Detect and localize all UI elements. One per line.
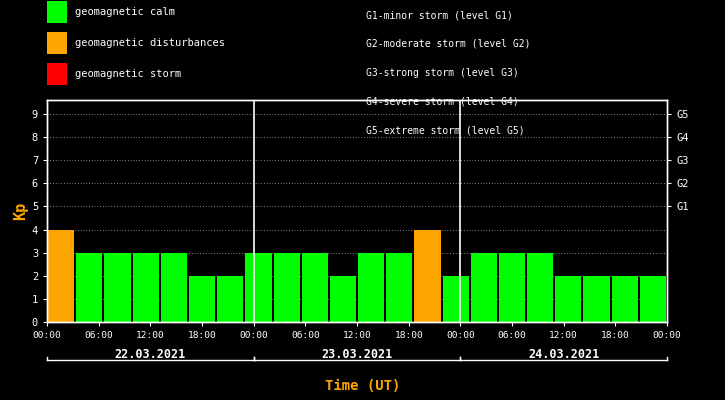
Bar xyxy=(527,253,553,322)
Y-axis label: Kp: Kp xyxy=(12,202,28,220)
Bar xyxy=(302,253,328,322)
Bar xyxy=(386,253,413,322)
Bar xyxy=(245,253,272,322)
Text: 22.03.2021: 22.03.2021 xyxy=(115,348,186,360)
Bar xyxy=(189,276,215,322)
Bar xyxy=(471,253,497,322)
Bar xyxy=(48,230,75,322)
Bar xyxy=(612,276,638,322)
Bar xyxy=(584,276,610,322)
Bar xyxy=(442,276,469,322)
Text: G3-strong storm (level G3): G3-strong storm (level G3) xyxy=(366,68,519,78)
Bar xyxy=(499,253,525,322)
Bar xyxy=(639,276,666,322)
Text: G4-severe storm (level G4): G4-severe storm (level G4) xyxy=(366,96,519,106)
Text: geomagnetic calm: geomagnetic calm xyxy=(75,7,175,17)
Text: geomagnetic disturbances: geomagnetic disturbances xyxy=(75,38,225,48)
Bar xyxy=(76,253,102,322)
Bar xyxy=(358,253,384,322)
Text: G1-minor storm (level G1): G1-minor storm (level G1) xyxy=(366,10,513,20)
Bar xyxy=(218,276,244,322)
Text: 23.03.2021: 23.03.2021 xyxy=(321,348,393,360)
Text: G5-extreme storm (level G5): G5-extreme storm (level G5) xyxy=(366,125,525,135)
Bar xyxy=(104,253,130,322)
Text: Time (UT): Time (UT) xyxy=(325,379,400,393)
Text: geomagnetic storm: geomagnetic storm xyxy=(75,70,181,80)
Bar xyxy=(415,230,441,322)
Bar xyxy=(555,276,581,322)
Text: G2-moderate storm (level G2): G2-moderate storm (level G2) xyxy=(366,39,531,49)
Bar xyxy=(330,276,356,322)
Text: 24.03.2021: 24.03.2021 xyxy=(528,348,600,360)
Bar xyxy=(161,253,187,322)
Bar xyxy=(273,253,299,322)
Bar xyxy=(133,253,159,322)
